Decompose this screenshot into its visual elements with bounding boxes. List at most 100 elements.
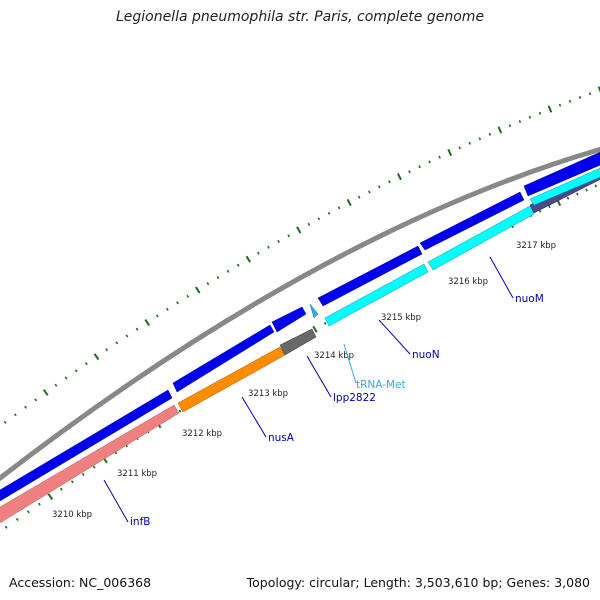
- tick-mark: [178, 409, 182, 413]
- tick-mark: [186, 294, 190, 298]
- tick-mark: [478, 137, 482, 141]
- tick-mark: [13, 413, 17, 417]
- tick-mark: [54, 383, 58, 387]
- tick-mark: [60, 487, 63, 491]
- tick-mark: [568, 99, 572, 103]
- tick-mark: [597, 86, 600, 93]
- tick-mark: [377, 185, 381, 189]
- tick-mark: [226, 269, 230, 273]
- tick-mark: [135, 327, 139, 331]
- gene-label-infB[interactable]: infB: [130, 516, 150, 528]
- gene-label-lpp2822[interactable]: lpp2822: [333, 392, 376, 404]
- tick-mark: [312, 325, 318, 333]
- nusA-leader: [241, 396, 267, 438]
- nuoM-feature[interactable]: [427, 205, 535, 271]
- gene-label-nuoN[interactable]: nuoN: [412, 349, 440, 361]
- tick-mark: [367, 190, 371, 194]
- tick-mark: [38, 502, 41, 506]
- infB-feature[interactable]: [0, 404, 180, 526]
- cds-arrow-5[interactable]: [419, 191, 525, 251]
- outer-tick-marks: [3, 86, 600, 424]
- tick-mark: [327, 211, 331, 215]
- scale-label: 3212 kbp: [182, 429, 222, 439]
- tick-mark: [594, 184, 598, 188]
- tick-mark: [397, 173, 402, 181]
- tick-mark: [428, 160, 431, 164]
- tick-mark: [357, 195, 361, 199]
- tick-mark: [70, 480, 74, 484]
- tick-mark: [93, 353, 100, 361]
- cds-arrow-2[interactable]: [172, 324, 275, 393]
- tick-mark: [216, 275, 220, 280]
- tick-mark: [26, 510, 30, 514]
- map-title: Legionella pneumophila str. Paris, compl…: [115, 9, 485, 25]
- tick-mark: [337, 206, 341, 210]
- gene-label-nusA[interactable]: nusA: [268, 432, 295, 444]
- tick-mark: [346, 198, 352, 207]
- tick-mark: [418, 165, 421, 169]
- cyan-feature-right[interactable]: [529, 166, 600, 206]
- tick-mark: [296, 226, 302, 234]
- tick-mark: [166, 307, 169, 311]
- tick-mark: [458, 146, 462, 150]
- tick-mark: [74, 369, 78, 373]
- cds-arrow-4[interactable]: [317, 245, 423, 307]
- tick-mark: [307, 222, 311, 226]
- tick-mark: [566, 196, 570, 200]
- cds-arrow-3[interactable]: [271, 306, 307, 333]
- scale-label: 3214 kbp: [314, 351, 354, 361]
- tick-mark: [4, 525, 8, 529]
- tick-mark: [84, 362, 88, 366]
- inner-tick-marks: [4, 184, 598, 529]
- nuoN-feature[interactable]: [324, 263, 429, 327]
- scale-label: 3217 kbp: [516, 241, 556, 251]
- tick-mark: [3, 420, 7, 424]
- tick-mark: [125, 334, 129, 338]
- tick-mark: [528, 115, 532, 119]
- tick-mark: [144, 319, 150, 326]
- genome-summary: Topology: circular; Length: 3,503,610 bp…: [246, 575, 590, 590]
- tick-mark: [548, 205, 551, 209]
- tick-mark: [176, 301, 179, 305]
- tick-mark: [267, 245, 270, 249]
- trna-met-feature[interactable]: [309, 303, 319, 319]
- scale-label: 3211 kbp: [117, 469, 157, 479]
- tick-mark: [323, 321, 327, 325]
- tick-mark: [578, 95, 582, 100]
- tick-mark: [105, 348, 109, 352]
- backbone-ring: [0, 146, 600, 482]
- lpp2822-leader: [306, 355, 332, 398]
- tick-mark: [497, 126, 503, 134]
- tick-mark: [34, 398, 38, 402]
- nuoM-leader: [489, 256, 514, 299]
- tick-mark: [245, 255, 251, 263]
- tick-mark: [115, 341, 119, 345]
- tick-mark: [468, 141, 472, 145]
- tick-mark: [585, 188, 588, 192]
- tick-mark: [576, 192, 579, 196]
- gene-label-nuoM[interactable]: nuoM: [515, 293, 544, 305]
- tick-mark: [317, 217, 321, 221]
- scale-label: 3216 kbp: [448, 277, 488, 287]
- tick-mark: [538, 111, 542, 115]
- tick-mark: [47, 493, 54, 501]
- tick-mark: [64, 376, 68, 380]
- tick-mark: [388, 180, 391, 184]
- cds-arrow-1[interactable]: [0, 389, 173, 504]
- tick-mark: [547, 105, 553, 113]
- tick-mark: [508, 124, 512, 128]
- accession-label: Accession: NC_006368: [9, 575, 152, 590]
- gene-label-trna-met[interactable]: tRNA-Met: [356, 379, 406, 391]
- nuoN-leader: [378, 319, 411, 355]
- scale-label: 3210 kbp: [52, 510, 92, 520]
- lpp2822-feature[interactable]: [279, 328, 317, 356]
- tick-mark: [81, 472, 85, 476]
- cds-arrow-6[interactable]: [523, 150, 600, 197]
- tick-mark: [206, 282, 210, 286]
- tick-mark: [447, 148, 453, 157]
- tick-mark: [236, 263, 240, 267]
- trna-met-leader: [343, 343, 357, 384]
- tick-mark: [518, 119, 522, 124]
- tick-mark: [195, 286, 201, 294]
